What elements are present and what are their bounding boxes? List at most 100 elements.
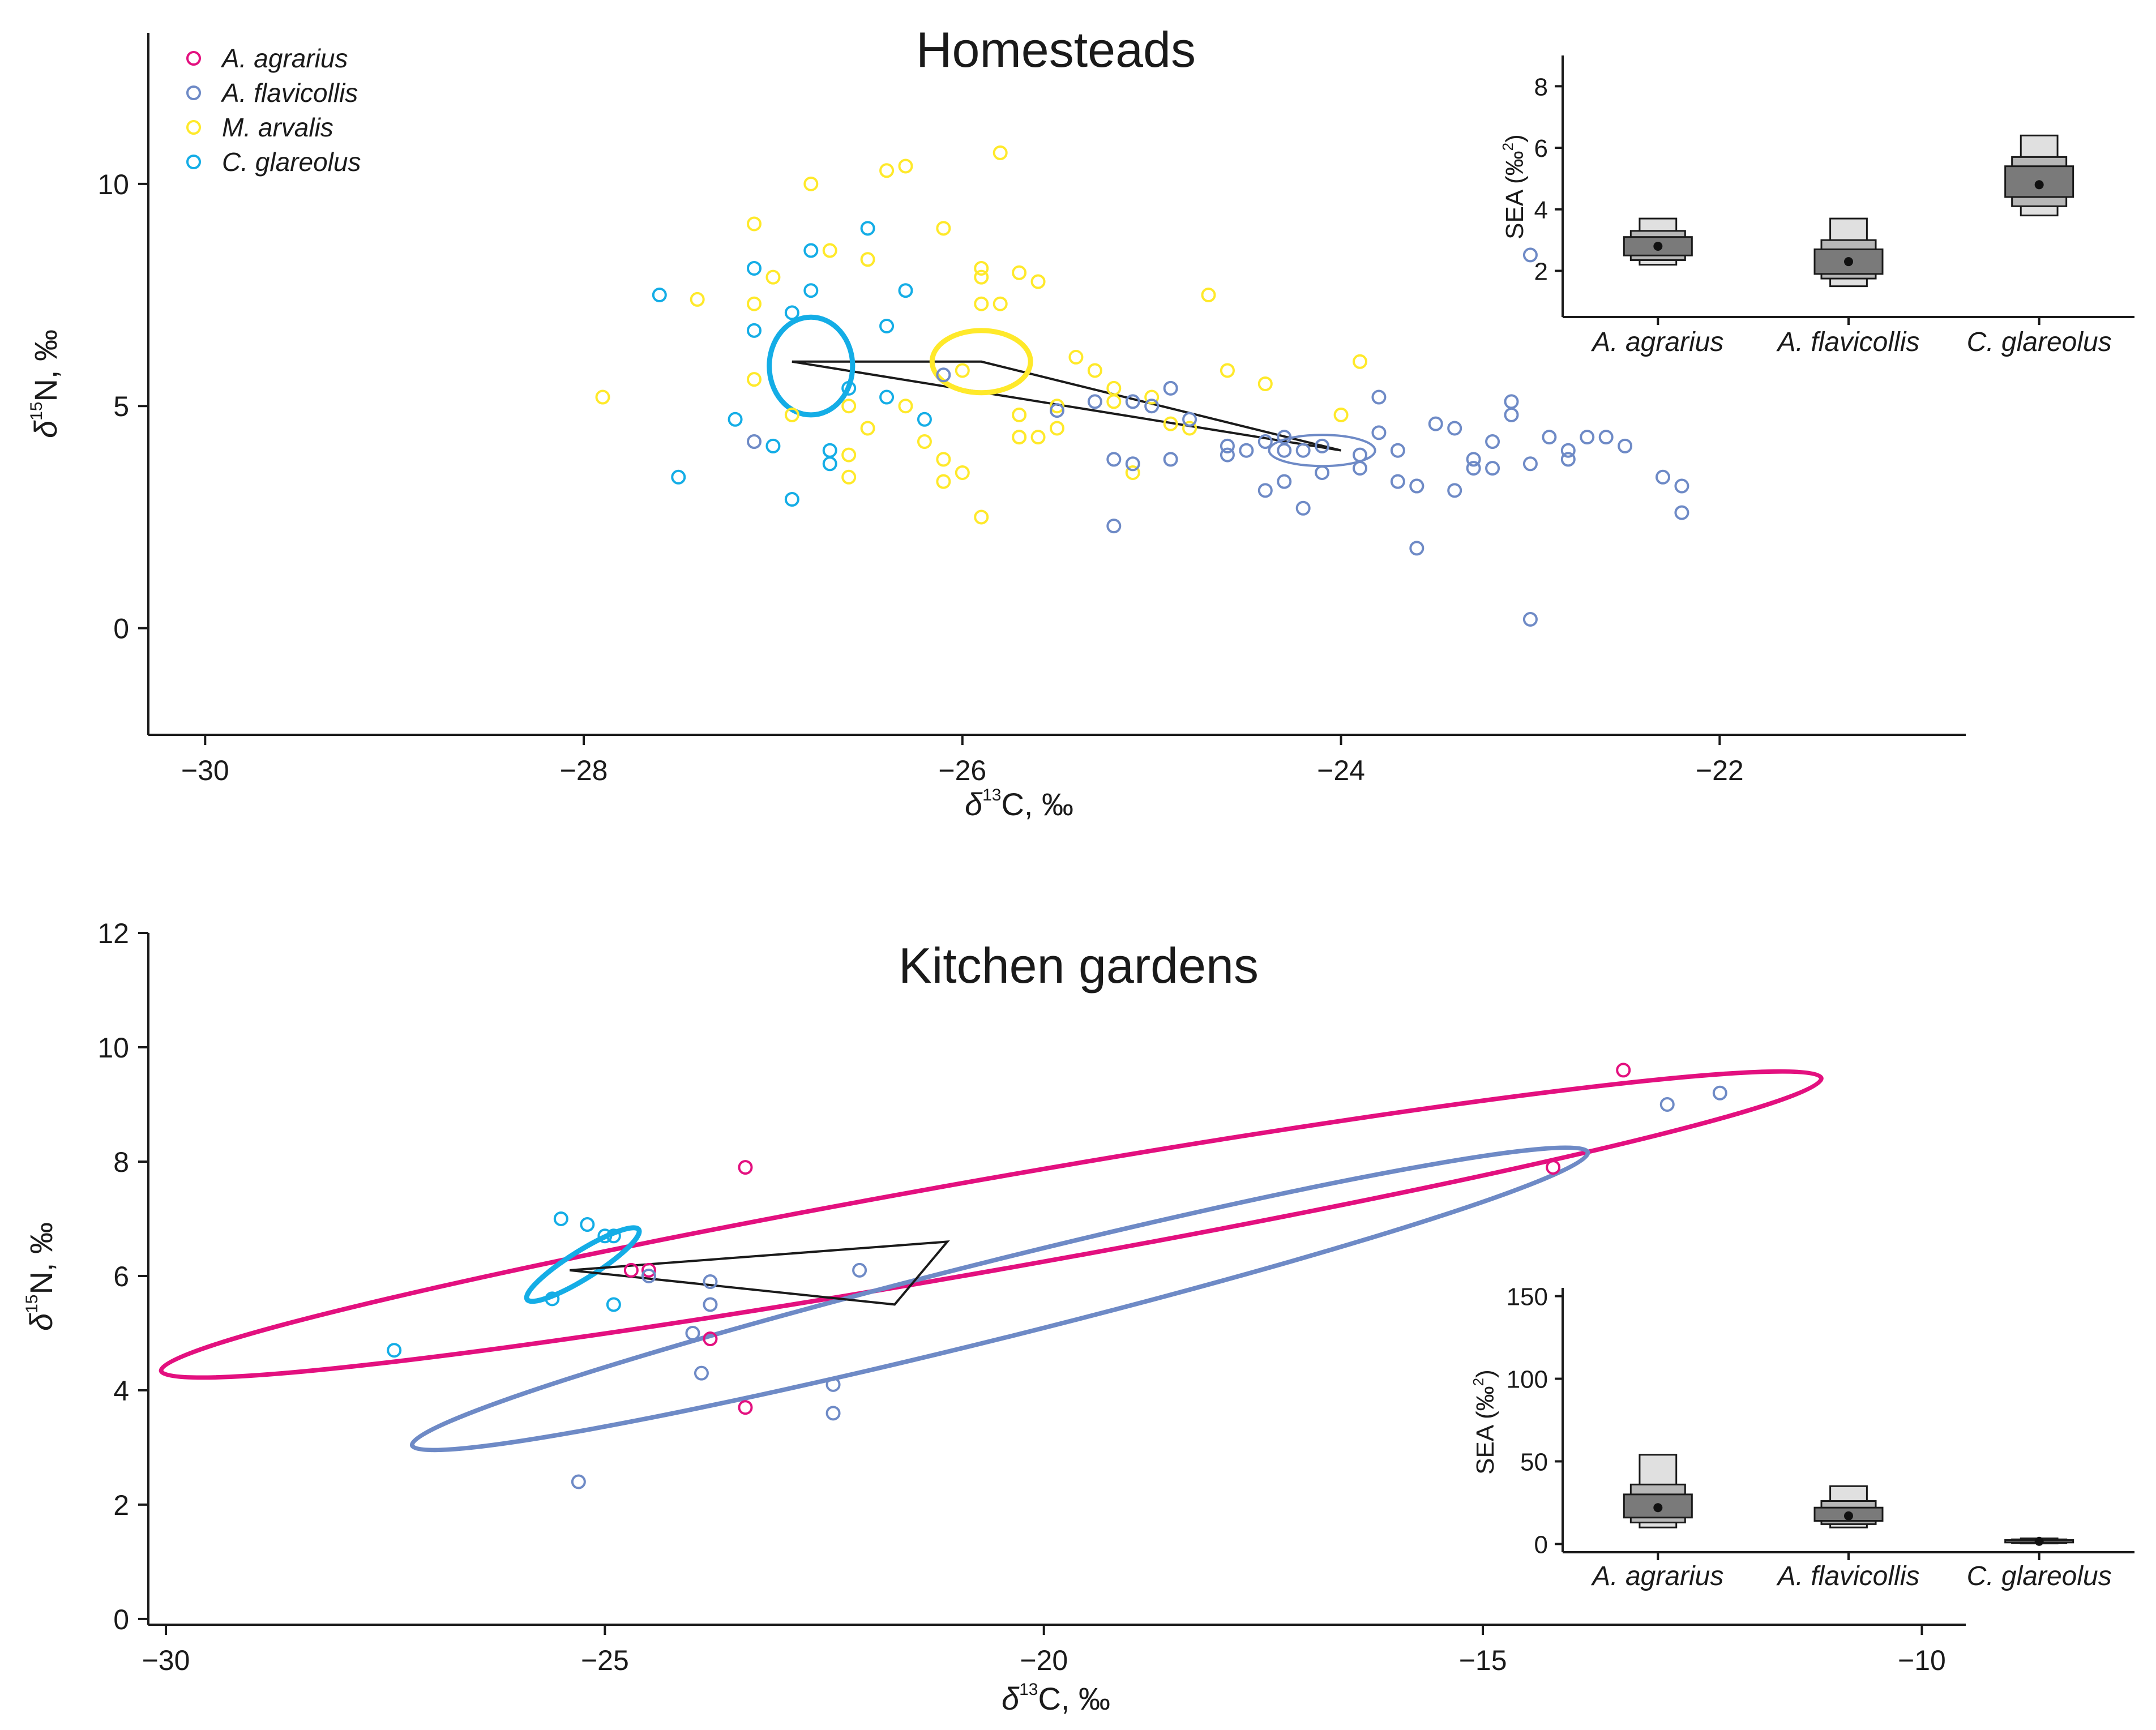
point-m-arvalis xyxy=(1106,380,1122,396)
homesteads-title: Homesteads xyxy=(916,22,1196,78)
point-a-flavicollis xyxy=(1371,389,1387,405)
point-a-flavicollis xyxy=(1371,425,1387,440)
inset-boxes xyxy=(1623,1454,2074,1546)
point-a-flavicollis xyxy=(1277,474,1292,489)
sea-superscript: 2 xyxy=(1499,143,1516,151)
kitchen-gardens-points xyxy=(387,1063,1727,1489)
point-a-flavicollis xyxy=(1106,452,1122,467)
point-c-glareolus xyxy=(765,438,781,453)
sea-mode-dot xyxy=(2034,1536,2044,1546)
sea-box-a-agrarius xyxy=(1623,1454,1693,1528)
point-a-flavicollis xyxy=(1674,505,1689,520)
point-a-flavicollis xyxy=(1125,456,1140,472)
point-m-arvalis xyxy=(1125,465,1140,480)
legend-item-a-agrarius: A. agrarius xyxy=(186,44,348,73)
c13-superscript: 13 xyxy=(1019,1680,1038,1699)
c13-unit: C, ‰ xyxy=(1038,1681,1110,1716)
point-c-glareolus xyxy=(606,1228,621,1244)
point-a-flavicollis xyxy=(1522,611,1538,627)
point-a-flavicollis xyxy=(1050,403,1064,418)
y-tick-label: 6 xyxy=(113,1261,129,1292)
point-c-glareolus xyxy=(387,1343,402,1358)
y-tick-label: 4 xyxy=(113,1375,129,1407)
point-m-arvalis xyxy=(993,145,1008,160)
inset-y-axis-title: SEA (‰2) xyxy=(1499,134,1529,239)
point-c-glareolus xyxy=(784,492,799,507)
inset-category-label: C. glareolus xyxy=(1967,327,2112,357)
point-c-glareolus xyxy=(879,389,895,405)
kitchen-gardens-panel: Kitchen gardens −30 −25 −20 −15 −10 0 2 4 6 8 10 1… xyxy=(23,918,2134,1716)
legend-marker xyxy=(186,120,201,135)
inset-category-label: A. flavicollis xyxy=(1776,327,1920,357)
kitchen-gardens-ellipses xyxy=(159,1069,1824,1453)
point-m-arvalis xyxy=(1068,349,1084,365)
point-c-glareolus xyxy=(860,221,875,236)
inset-boxes xyxy=(1623,134,2074,288)
inset-tick-label: 150 xyxy=(1507,1283,1548,1311)
point-a-flavicollis xyxy=(1485,434,1500,449)
inset-y-axis-title: SEA (‰2) xyxy=(1470,1369,1499,1475)
x-tick-label: −20 xyxy=(1020,1645,1068,1676)
point-m-arvalis xyxy=(974,296,989,311)
homesteads-hull xyxy=(792,360,1342,452)
point-m-arvalis xyxy=(822,243,837,258)
point-a-flavicollis xyxy=(1220,438,1235,453)
y-tick-label: 2 xyxy=(113,1489,129,1521)
point-a-flavicollis xyxy=(1163,380,1178,396)
legend-marker xyxy=(186,155,201,169)
sea-box-c-glareolus xyxy=(2004,1536,2074,1546)
point-c-glareolus xyxy=(652,288,667,303)
point-c-glareolus xyxy=(803,243,819,258)
point-m-arvalis xyxy=(1012,430,1027,445)
point-m-arvalis xyxy=(1087,363,1102,378)
point-a-flavicollis xyxy=(685,1325,700,1341)
point-a-flavicollis xyxy=(825,1377,841,1392)
point-c-glareolus xyxy=(822,443,837,458)
sea-mode-dot xyxy=(1844,257,1853,267)
point-a-agrarius xyxy=(1616,1063,1631,1078)
point-m-arvalis xyxy=(690,292,705,307)
point-a-flavicollis xyxy=(1466,452,1481,467)
point-a-flavicollis xyxy=(852,1262,867,1278)
point-a-flavicollis xyxy=(1315,438,1330,453)
y-tick-label: 0 xyxy=(113,1604,129,1635)
delta-symbol: δ xyxy=(965,786,983,822)
point-c-glareolus xyxy=(822,456,837,472)
point-a-flavicollis xyxy=(1447,483,1462,498)
sea-box-a-agrarius xyxy=(1623,217,1693,266)
sea-mode-dot xyxy=(1653,241,1663,251)
point-c-glareolus xyxy=(747,323,762,338)
kitchen-gardens-sea-inset: SEA (‰2) 0 50 100 150 A. agrarius A. flavico… xyxy=(1470,1283,2134,1591)
point-c-glareolus xyxy=(553,1211,568,1226)
inset-y-ticks: 0 50 100 150 xyxy=(1507,1283,1563,1558)
point-m-arvalis xyxy=(993,296,1008,311)
point-a-flavicollis xyxy=(1560,452,1576,467)
point-a-flavicollis xyxy=(1447,421,1462,436)
homesteads-x-ticks: −30 −28 −26 −24 −22 xyxy=(181,735,1744,786)
point-m-arvalis xyxy=(747,372,762,387)
inset-tick-label: 6 xyxy=(1534,135,1548,162)
point-a-flavicollis xyxy=(1409,541,1424,556)
inset-categories: A. agrarius A. flavicollis C. glareolus xyxy=(1590,1552,2112,1591)
point-m-arvalis xyxy=(803,176,819,191)
point-m-arvalis xyxy=(1144,389,1160,405)
point-m-arvalis xyxy=(1333,407,1349,422)
inset-tick-label: 8 xyxy=(1534,73,1548,101)
kitchen-gardens-y-ticks: 0 2 4 6 8 10 12 xyxy=(97,918,148,1635)
x-tick-label: −26 xyxy=(938,755,986,786)
point-a-flavicollis xyxy=(1315,465,1330,480)
point-m-arvalis xyxy=(974,269,989,285)
point-m-arvalis xyxy=(784,407,799,422)
point-a-flavicollis xyxy=(1390,443,1405,458)
y-tick-label: 8 xyxy=(113,1146,129,1178)
point-a-agrarius xyxy=(1546,1160,1561,1175)
point-m-arvalis xyxy=(955,465,970,480)
point-a-flavicollis xyxy=(1466,461,1481,476)
legend-label: A. flavicollis xyxy=(220,78,358,108)
point-a-flavicollis xyxy=(1087,394,1102,409)
point-m-arvalis xyxy=(747,296,762,311)
x-tick-label: −25 xyxy=(581,1645,629,1676)
point-m-arvalis xyxy=(1220,363,1235,378)
homesteads-x-axis-title: δ13C, ‰ xyxy=(965,786,1073,822)
